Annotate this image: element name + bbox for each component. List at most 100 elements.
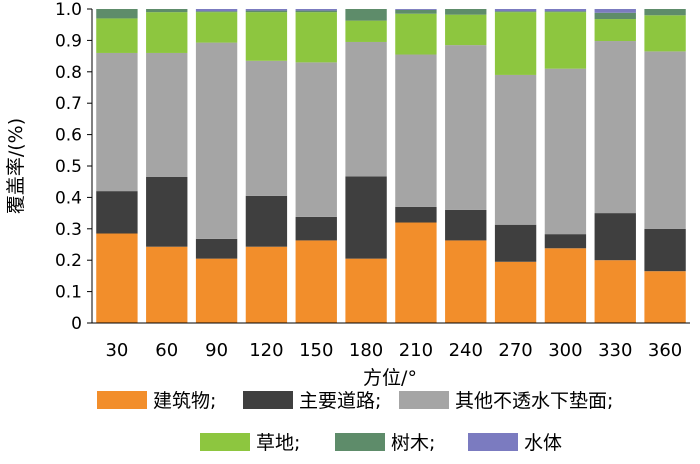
legend-label-2: 其他不透水下垫面; xyxy=(455,390,613,412)
x-tick-label: 300 xyxy=(548,340,582,361)
y-tick-label: 0 xyxy=(71,314,82,334)
bar-segment-180-s3 xyxy=(345,20,387,42)
bar-segment-60-s3 xyxy=(146,12,188,53)
bar-segment-150-s4 xyxy=(295,10,337,13)
y-axis-title: 覆盖率/(%) xyxy=(5,118,27,214)
y-tick-label: 0.1 xyxy=(55,283,82,303)
bar-segment-240-s4 xyxy=(445,9,487,15)
x-tick-label: 210 xyxy=(399,340,433,361)
bar-segment-60-s2 xyxy=(146,52,188,177)
legend-swatch-2 xyxy=(399,391,449,409)
bar-segment-120-s2 xyxy=(245,60,288,196)
bar-segment-330-s0 xyxy=(594,260,636,323)
bars-layer xyxy=(96,9,686,323)
bar-segment-240-s1 xyxy=(445,209,487,241)
bar-segment-240-s0 xyxy=(445,240,487,323)
y-tick-label: 0.8 xyxy=(55,63,82,83)
x-tick-label: 360 xyxy=(648,340,682,361)
bar-segment-210-s0 xyxy=(395,222,437,323)
bar-segment-270-s0 xyxy=(494,261,537,323)
y-tick-label: 0.7 xyxy=(55,94,82,114)
bar-segment-150-s3 xyxy=(295,12,337,63)
bar-segment-210-s4 xyxy=(395,9,437,14)
bar-segment-90-s2 xyxy=(195,42,238,239)
bar-segment-210-s5 xyxy=(395,9,437,10)
bar-segment-30-s3 xyxy=(96,18,138,53)
x-tick-label: 270 xyxy=(498,340,532,361)
y-tick-label: 1.0 xyxy=(55,0,82,20)
bar-segment-270-s1 xyxy=(494,224,537,262)
x-tick-label: 120 xyxy=(249,340,283,361)
y-tick-label: 0.9 xyxy=(55,31,82,51)
bar-segment-180-s4 xyxy=(345,9,387,21)
bar-segment-330-s5 xyxy=(594,9,636,13)
x-tick-label: 90 xyxy=(205,340,228,361)
x-tick-label: 180 xyxy=(349,340,383,361)
bar-segment-120-s5 xyxy=(245,9,288,11)
x-tick-label: 150 xyxy=(299,340,333,361)
bar-segment-240-s2 xyxy=(445,45,487,210)
bar-segment-270-s5 xyxy=(494,9,537,12)
bar-segment-240-s3 xyxy=(445,14,487,46)
bar-segment-300-s4 xyxy=(544,11,587,13)
bar-segment-90-s0 xyxy=(195,258,238,323)
legend-label-5: 水体 xyxy=(524,432,562,454)
bar-segment-120-s1 xyxy=(245,195,288,247)
legend-swatch-0 xyxy=(97,391,147,409)
bar-segment-300-s0 xyxy=(544,248,587,323)
legend-swatch-4 xyxy=(335,433,385,451)
legend: 建筑物; 主要道路; 其他不透水下垫面; 草地; 树木; 水体 xyxy=(97,390,613,454)
bar-segment-30-s0 xyxy=(96,233,138,323)
bar-segment-360-s4 xyxy=(644,9,686,16)
y-tick-label: 0.2 xyxy=(55,251,82,271)
bar-segment-30-s4 xyxy=(96,9,138,19)
bar-segment-270-s2 xyxy=(494,74,537,225)
legend-label-0: 建筑物; xyxy=(153,390,216,412)
y-axis: 0 0.1 0.2 0.3 0.4 0.5 0.6 0.7 0.8 0.9 1.0 xyxy=(55,0,93,334)
bar-segment-90-s4 xyxy=(195,11,238,13)
x-axis-title: 方位/° xyxy=(363,367,417,389)
bar-segment-120-s3 xyxy=(245,12,288,61)
bar-segment-180-s2 xyxy=(345,41,387,177)
bar-segment-300-s3 xyxy=(544,12,587,69)
bar-segment-90-s5 xyxy=(195,9,238,12)
y-tick-label: 0.5 xyxy=(55,157,82,177)
y-tick-label: 0.3 xyxy=(55,220,82,240)
bar-segment-90-s1 xyxy=(195,238,238,259)
bar-segment-120-s4 xyxy=(245,10,288,13)
x-tick-label: 30 xyxy=(105,340,128,361)
bar-segment-360-s1 xyxy=(644,228,686,272)
bar-segment-330-s1 xyxy=(594,213,636,261)
bar-segment-30-s1 xyxy=(96,191,138,234)
bar-segment-30-s2 xyxy=(96,52,138,192)
x-tick-label: 330 xyxy=(598,340,632,361)
bar-segment-360-s2 xyxy=(644,51,686,229)
legend-label-4: 树木; xyxy=(391,432,435,454)
bar-segment-120-s0 xyxy=(245,246,288,323)
x-tick-label: 240 xyxy=(449,340,483,361)
bar-segment-330-s3 xyxy=(594,19,636,42)
bar-segment-150-s1 xyxy=(295,216,337,241)
bar-segment-60-s0 xyxy=(146,246,188,323)
bar-segment-180-s0 xyxy=(345,258,387,323)
y-tick-label: 0.6 xyxy=(55,126,82,146)
bar-segment-150-s0 xyxy=(295,240,337,323)
bar-segment-300-s2 xyxy=(544,68,587,235)
legend-swatch-1 xyxy=(243,391,293,409)
y-tick-label: 0.4 xyxy=(55,188,82,208)
bar-segment-210-s3 xyxy=(395,13,437,55)
x-tick-label: 60 xyxy=(155,340,178,361)
x-axis: 30 60 90 120 150 180 210 240 270 300 330 360 xyxy=(92,322,690,361)
bar-segment-270-s4 xyxy=(494,11,537,13)
bar-segment-150-s2 xyxy=(295,62,337,217)
bar-segment-360-s3 xyxy=(644,15,686,52)
bar-segment-210-s1 xyxy=(395,206,437,223)
bar-segment-60-s1 xyxy=(146,176,188,247)
bar-segment-330-s4 xyxy=(594,12,636,20)
bar-segment-150-s5 xyxy=(295,9,337,11)
bar-segment-90-s3 xyxy=(195,12,238,43)
bar-segment-180-s1 xyxy=(345,176,387,259)
legend-swatch-3 xyxy=(200,433,250,451)
bar-segment-300-s5 xyxy=(544,9,587,12)
legend-label-3: 草地; xyxy=(256,432,300,454)
